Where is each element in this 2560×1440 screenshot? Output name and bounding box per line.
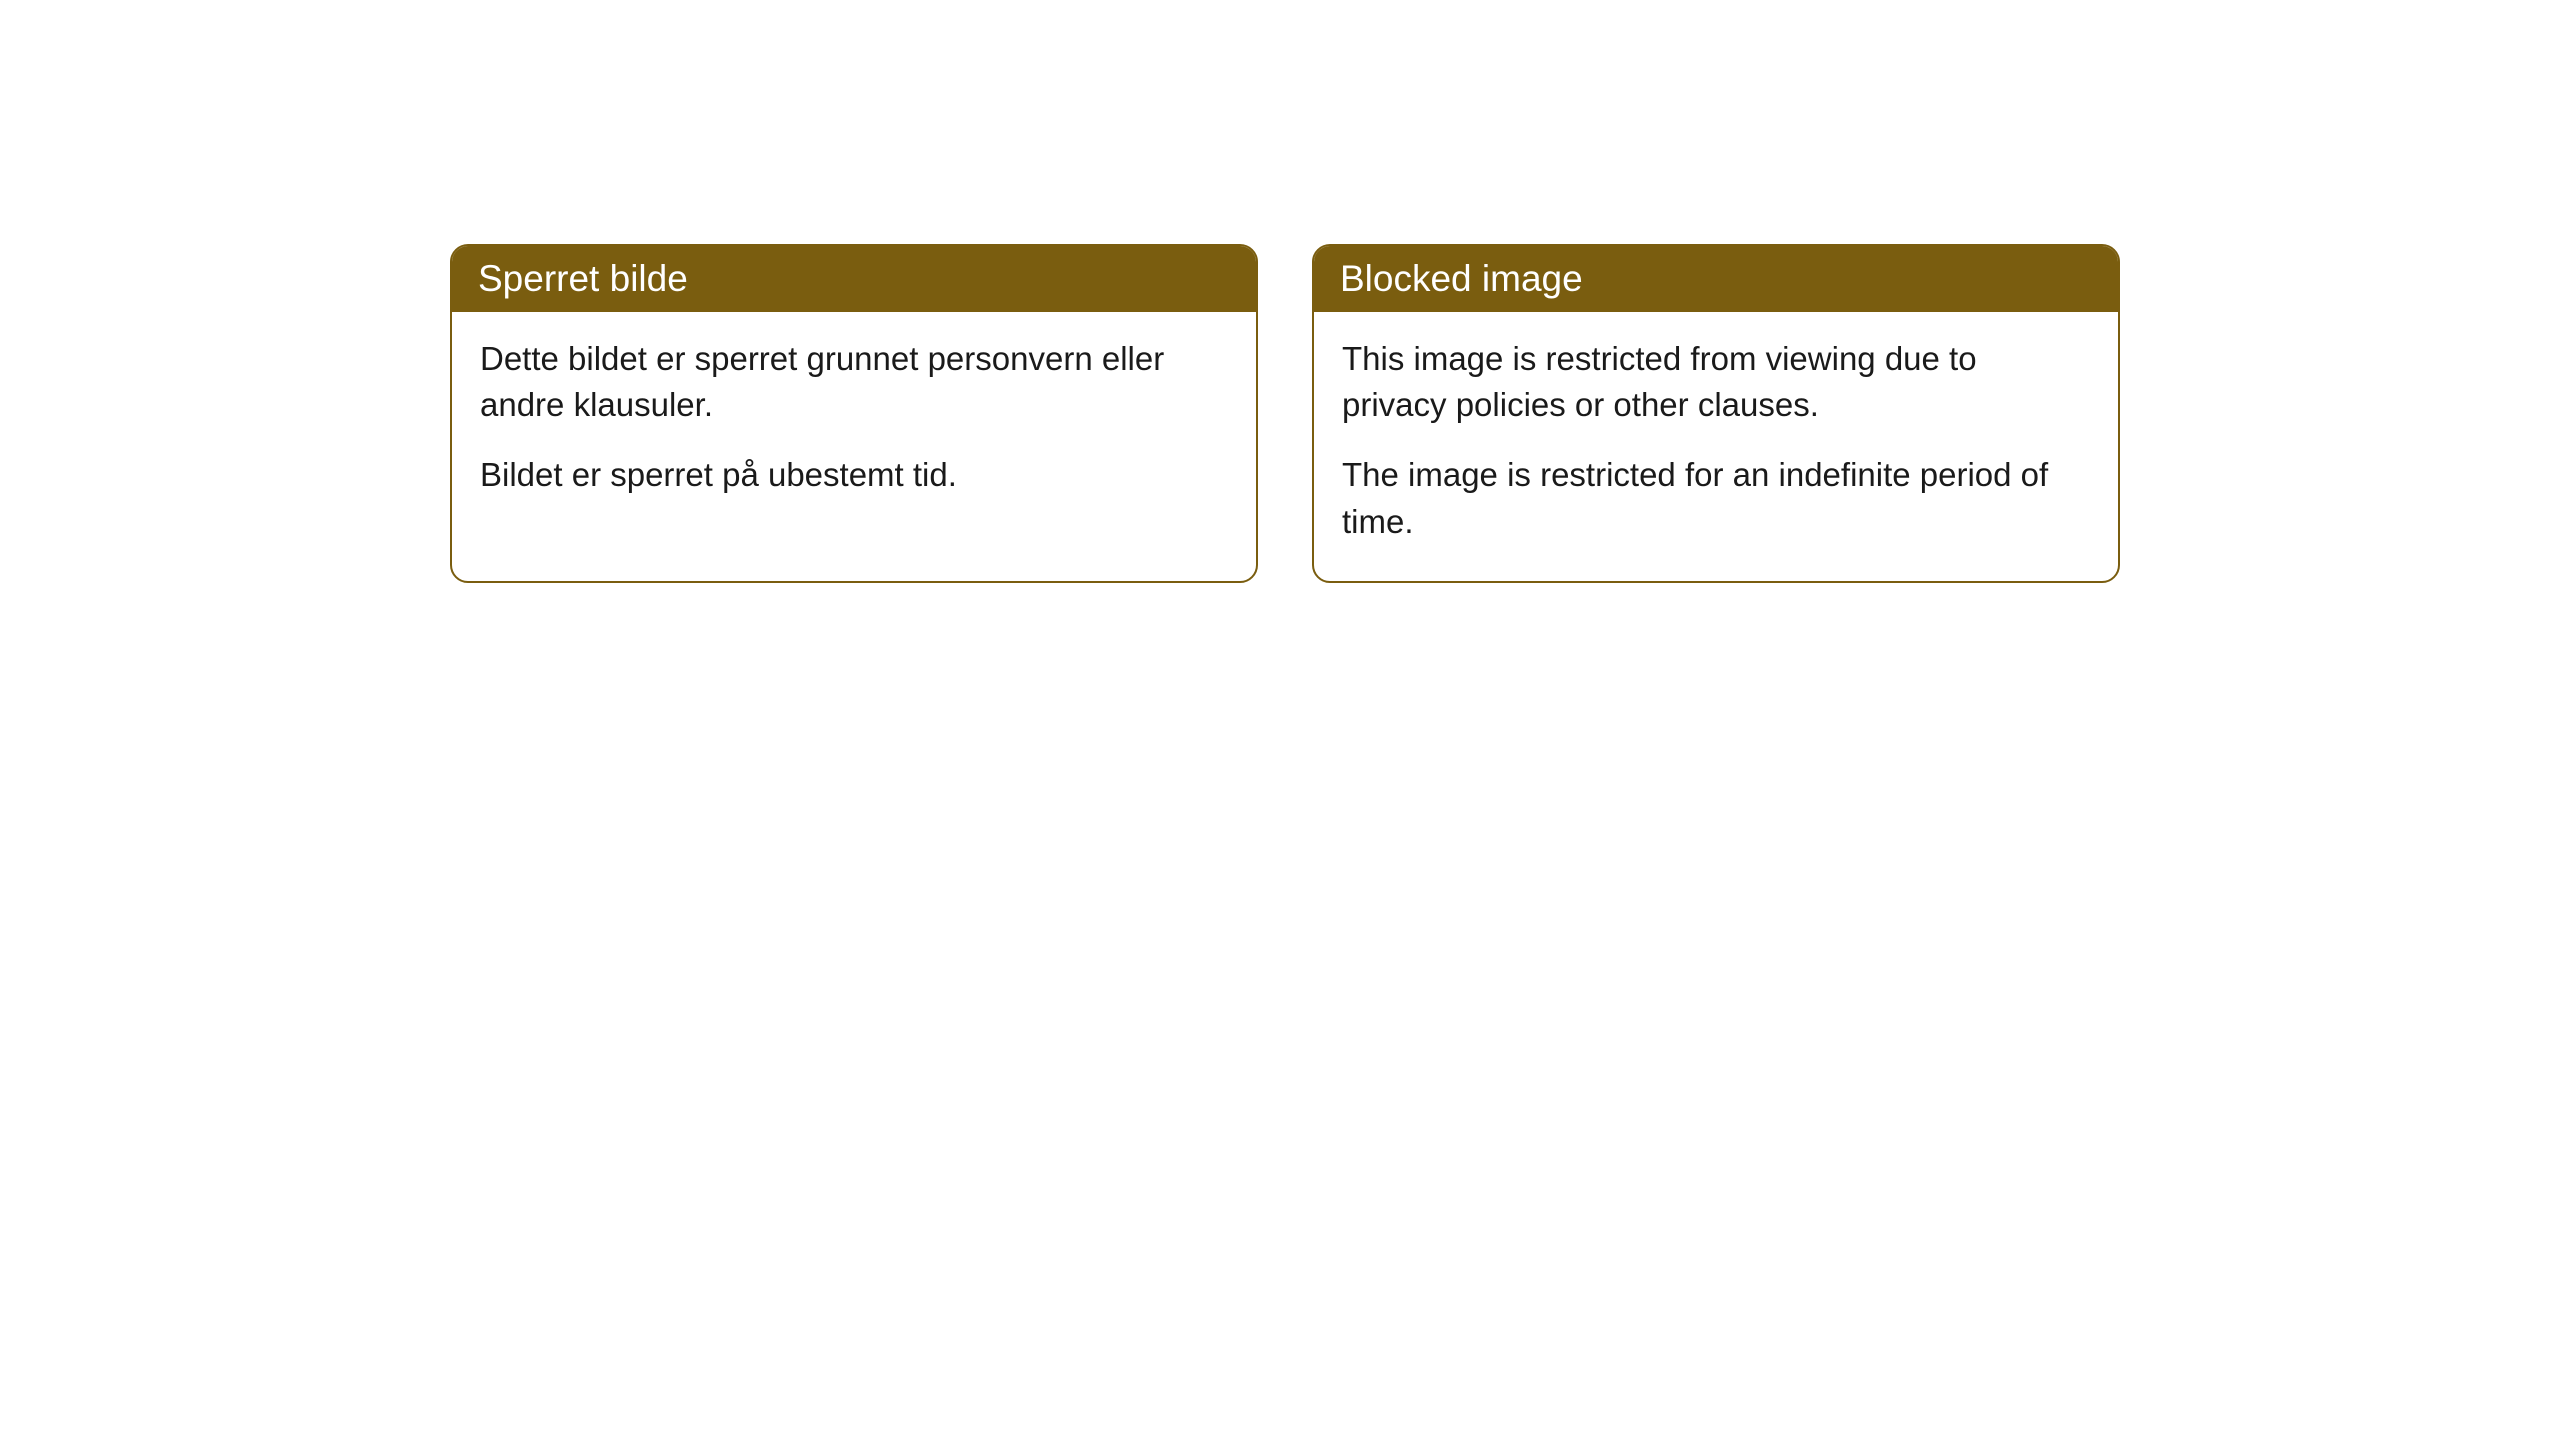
- card-body-english: This image is restricted from viewing du…: [1314, 312, 2118, 581]
- card-body-norwegian: Dette bildet er sperret grunnet personve…: [452, 312, 1256, 535]
- notice-text-2-norwegian: Bildet er sperret på ubestemt tid.: [480, 452, 1228, 498]
- notice-text-2-english: The image is restricted for an indefinit…: [1342, 452, 2090, 544]
- blocked-image-card-norwegian: Sperret bilde Dette bildet er sperret gr…: [450, 244, 1258, 583]
- notice-text-1-english: This image is restricted from viewing du…: [1342, 336, 2090, 428]
- blocked-image-card-english: Blocked image This image is restricted f…: [1312, 244, 2120, 583]
- card-header-english: Blocked image: [1314, 246, 2118, 312]
- notice-text-1-norwegian: Dette bildet er sperret grunnet personve…: [480, 336, 1228, 428]
- notice-cards-container: Sperret bilde Dette bildet er sperret gr…: [450, 244, 2120, 583]
- card-header-norwegian: Sperret bilde: [452, 246, 1256, 312]
